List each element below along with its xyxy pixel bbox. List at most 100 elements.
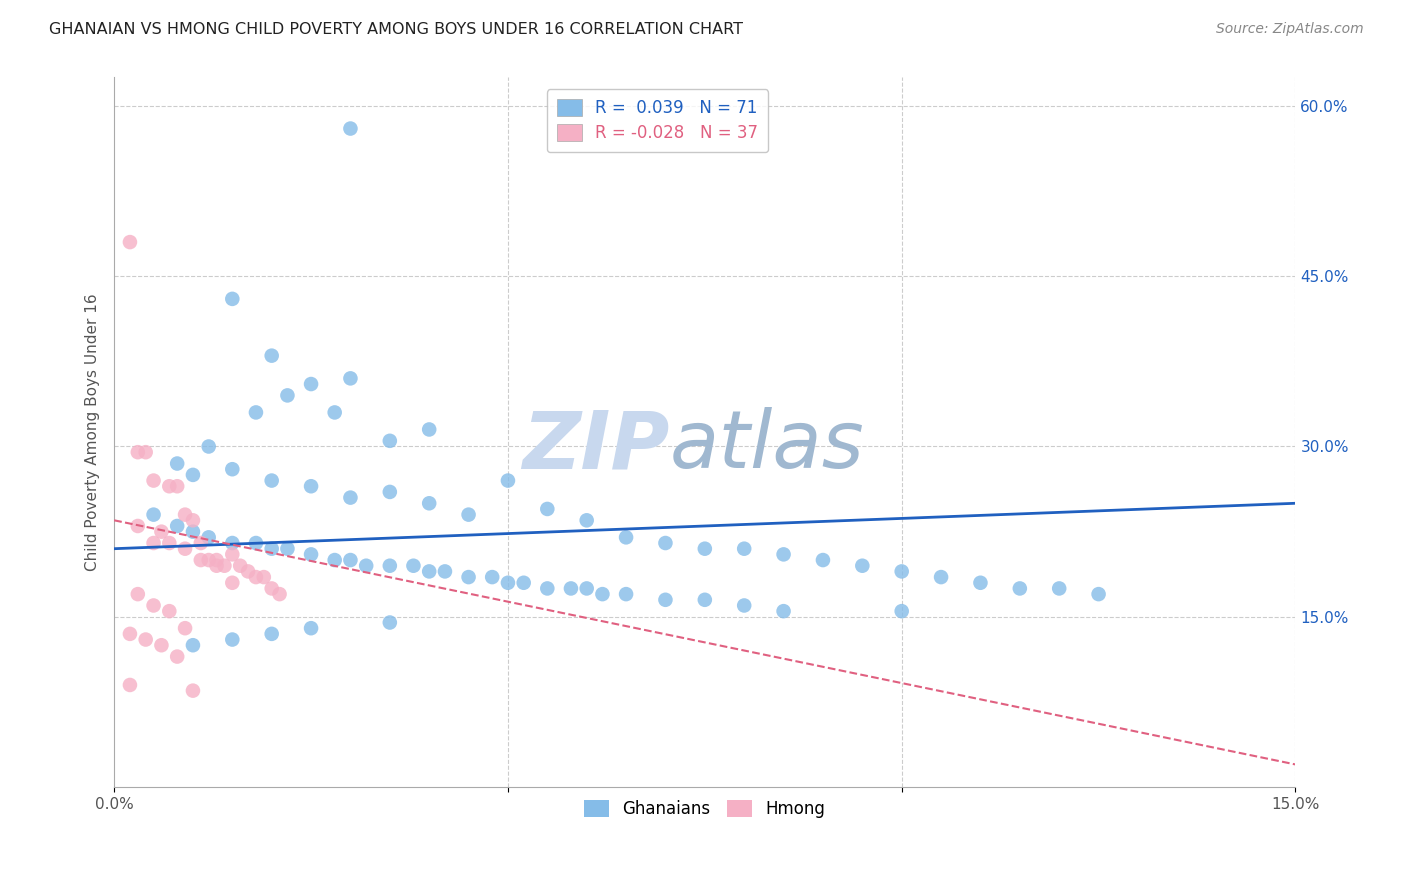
Point [260, 541, 283, 556]
Point [339, 553, 361, 567]
Point [929, 570, 952, 584]
Point [339, 491, 361, 505]
Point [260, 349, 283, 363]
Point [378, 484, 401, 499]
Point [1087, 587, 1109, 601]
Point [276, 541, 298, 556]
Point [157, 604, 180, 618]
Point [299, 377, 322, 392]
Point [181, 467, 204, 482]
Y-axis label: Child Poverty Among Boys Under 16: Child Poverty Among Boys Under 16 [86, 293, 100, 571]
Point [890, 604, 912, 618]
Point [418, 496, 440, 510]
Point [614, 530, 637, 544]
Text: ZIP: ZIP [522, 408, 669, 485]
Point [591, 587, 613, 601]
Point [236, 565, 259, 579]
Point [418, 422, 440, 436]
Point [851, 558, 873, 573]
Point [229, 558, 252, 573]
Point [614, 587, 637, 601]
Point [260, 474, 283, 488]
Point [118, 235, 141, 249]
Point [378, 434, 401, 448]
Point [166, 649, 188, 664]
Point [575, 513, 598, 527]
Point [142, 508, 165, 522]
Point [323, 405, 346, 419]
Point [890, 565, 912, 579]
Point [174, 621, 197, 635]
Point [299, 547, 322, 561]
Point [378, 558, 401, 573]
Point [221, 575, 243, 590]
Point [481, 570, 503, 584]
Point [654, 592, 676, 607]
Point [496, 474, 519, 488]
Point [299, 479, 322, 493]
Point [135, 632, 157, 647]
Point [166, 457, 188, 471]
Point [181, 513, 204, 527]
Point [733, 599, 755, 613]
Point [221, 632, 243, 647]
Point [402, 558, 425, 573]
Point [190, 536, 212, 550]
Point [378, 615, 401, 630]
Point [181, 638, 204, 652]
Point [1008, 582, 1031, 596]
Point [418, 565, 440, 579]
Point [157, 479, 180, 493]
Point [733, 541, 755, 556]
Point [536, 582, 558, 596]
Point [269, 587, 291, 601]
Point [166, 479, 188, 493]
Point [339, 371, 361, 385]
Point [174, 508, 197, 522]
Legend: Ghanaians, Hmong: Ghanaians, Hmong [578, 794, 832, 825]
Point [197, 530, 219, 544]
Point [433, 565, 456, 579]
Point [118, 678, 141, 692]
Point [142, 474, 165, 488]
Point [150, 524, 173, 539]
Text: atlas: atlas [669, 408, 865, 485]
Point [181, 683, 204, 698]
Point [299, 621, 322, 635]
Point [245, 570, 267, 584]
Point [811, 553, 834, 567]
Point [253, 570, 276, 584]
Point [772, 547, 794, 561]
Point [575, 582, 598, 596]
Point [772, 604, 794, 618]
Point [323, 553, 346, 567]
Point [260, 582, 283, 596]
Point [127, 519, 149, 533]
Point [536, 502, 558, 516]
Point [260, 627, 283, 641]
Point [127, 587, 149, 601]
Point [560, 582, 582, 596]
Point [127, 445, 149, 459]
Point [221, 536, 243, 550]
Point [693, 541, 716, 556]
Point [166, 519, 188, 533]
Point [205, 553, 228, 567]
Point [118, 627, 141, 641]
Point [174, 541, 197, 556]
Point [221, 292, 243, 306]
Text: Source: ZipAtlas.com: Source: ZipAtlas.com [1216, 22, 1364, 37]
Point [221, 547, 243, 561]
Point [214, 558, 236, 573]
Point [221, 462, 243, 476]
Point [496, 575, 519, 590]
Point [354, 558, 377, 573]
Text: GHANAIAN VS HMONG CHILD POVERTY AMONG BOYS UNDER 16 CORRELATION CHART: GHANAIAN VS HMONG CHILD POVERTY AMONG BO… [49, 22, 744, 37]
Point [339, 121, 361, 136]
Point [245, 536, 267, 550]
Point [190, 553, 212, 567]
Point [969, 575, 991, 590]
Point [457, 508, 479, 522]
Point [205, 558, 228, 573]
Point [157, 536, 180, 550]
